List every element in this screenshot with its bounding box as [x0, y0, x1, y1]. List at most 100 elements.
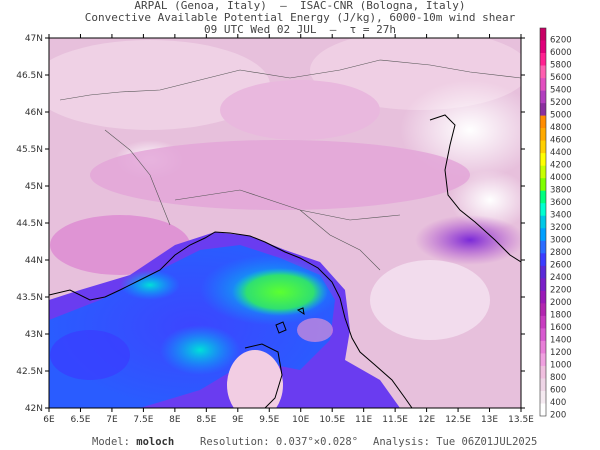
lon-label: 9E — [232, 415, 244, 425]
colorbar-swatch — [540, 353, 546, 367]
title-valid-time: 09 UTC Wed 02 JUL – τ = 27h — [203, 23, 397, 36]
lon-label: 6E — [43, 415, 55, 425]
lat-label: 45.5N — [16, 145, 43, 155]
lon-label: 8E — [169, 415, 181, 425]
lat-label: 44N — [25, 256, 43, 266]
colorbar-swatch — [540, 228, 546, 242]
colorbar-swatch — [540, 328, 546, 342]
lon-label: 6.5E — [70, 415, 90, 425]
colorbar-swatch — [540, 340, 546, 354]
colorbar-label: 2800 — [550, 248, 572, 258]
colorbar-label: 4200 — [550, 160, 572, 170]
title-variable: Convective Available Potential Energy (J… — [84, 11, 516, 24]
lon-label: 11E — [355, 415, 372, 425]
colorbar-swatch — [540, 265, 546, 279]
map-title: ARPAL (Genoa, Italy) – ISAC-CNR (Bologna… — [0, 0, 600, 36]
lon-label: 12.5E — [445, 415, 471, 425]
colorbar-swatch — [540, 253, 546, 267]
colorbar-label: 1000 — [550, 361, 572, 371]
colorbar-frame — [539, 27, 547, 417]
model-label: Model: — [92, 436, 137, 448]
resolution-info: Resolution: 0.037°×0.028° — [200, 436, 359, 448]
colorbar-label: 2400 — [550, 273, 572, 283]
colorbar-swatch — [540, 65, 546, 79]
colorbar: 6200 6000 5800 5600 5400 5200 5000 4800 4600 4400… — [539, 27, 572, 421]
lon-label: 8.5E — [196, 415, 216, 425]
colorbar-swatch — [540, 140, 546, 154]
colorbar-label: 1800 — [550, 311, 572, 321]
colorbar-swatch — [540, 40, 546, 54]
colorbar-label: 600 — [550, 386, 566, 396]
colorbar-label: 6200 — [550, 35, 572, 45]
colorbar-swatch — [540, 290, 546, 304]
colorbar-label: 4400 — [550, 148, 572, 158]
lat-label: 44.5N — [16, 219, 43, 229]
colorbar-swatch — [540, 378, 546, 392]
lon-label: 11.5E — [382, 415, 408, 425]
colorbar-swatch — [540, 78, 546, 91]
lat-label: 42N — [25, 404, 43, 414]
colorbar-swatch — [540, 165, 546, 179]
lon-label: 10E — [292, 415, 309, 425]
colorbar-label: 400 — [550, 398, 566, 408]
lat-label: 46.5N — [16, 71, 43, 81]
colorbar-label: 2600 — [550, 261, 572, 271]
title-institutions: ARPAL (Genoa, Italy) – ISAC-CNR (Bologna… — [134, 0, 466, 12]
colorbar-label: 4000 — [550, 173, 572, 183]
lat-label: 43.5N — [16, 293, 43, 303]
colorbar-label: 6000 — [550, 48, 572, 58]
colorbar-swatch — [540, 203, 546, 217]
colorbar-label: 5000 — [550, 110, 572, 120]
colorbar-label: 800 — [550, 373, 566, 383]
model-info: Model: moloch — [92, 436, 174, 448]
colorbar-swatch — [540, 390, 546, 404]
colorbar-swatch — [540, 215, 546, 229]
colorbar-swatch — [540, 190, 546, 204]
colorbar-label: 5600 — [550, 73, 572, 83]
colorbar-label: 5400 — [550, 85, 572, 95]
lon-label: 13E — [481, 415, 498, 425]
colorbar-label: 200 — [550, 411, 566, 421]
colorbar-swatch — [540, 115, 546, 129]
lon-label: 13.5E — [508, 415, 534, 425]
model-name: moloch — [136, 436, 175, 448]
analysis-info: Analysis: Tue 06Z01JUL2025 — [373, 436, 538, 448]
colorbar-swatch — [540, 103, 546, 116]
lon-label: 9.5E — [259, 415, 279, 425]
colorbar-label: 3000 — [550, 236, 572, 246]
lat-label: 45N — [25, 182, 43, 192]
colorbar-label: 3200 — [550, 223, 572, 233]
colorbar-label: 1200 — [550, 348, 572, 358]
colorbar-swatch — [540, 128, 546, 141]
cape-field — [49, 38, 521, 408]
colorbar-label: 1400 — [550, 336, 572, 346]
lon-label: 10.5E — [319, 415, 345, 425]
lon-label: 7E — [106, 415, 118, 425]
colorbar-swatch — [540, 240, 546, 254]
colorbar-swatch — [540, 365, 546, 379]
lon-label: 12E — [418, 415, 435, 425]
colorbar-label: 1600 — [550, 323, 572, 333]
colorbar-swatch — [540, 178, 546, 192]
lat-label: 42.5N — [16, 367, 43, 377]
colorbar-swatch — [540, 303, 546, 317]
colorbar-swatch — [540, 28, 546, 41]
colorbar-label: 4800 — [550, 123, 572, 133]
lat-label: 47N — [25, 34, 43, 44]
colorbar-label: 3800 — [550, 185, 572, 195]
colorbar-label: 2000 — [550, 298, 572, 308]
colorbar-swatch — [540, 53, 546, 66]
borders — [59, 59, 521, 271]
colorbar-swatch — [540, 90, 546, 104]
colorbar-label: 5800 — [550, 60, 572, 70]
colorbar-label: 2200 — [550, 286, 572, 296]
colorbar-label: 5200 — [550, 98, 572, 108]
coastlines — [49, 114, 521, 408]
colorbar-label: 3400 — [550, 210, 572, 220]
colorbar-label: 3600 — [550, 198, 572, 208]
axis-ticks: 6E 6.5E 7E 7.5E 8E 8.5E 9E 9.5E 10E 10.5E 11E 11.5E… — [16, 34, 534, 425]
colorbar-swatch — [540, 315, 546, 329]
lat-label: 46N — [25, 108, 43, 118]
lat-label: 43N — [25, 330, 43, 340]
